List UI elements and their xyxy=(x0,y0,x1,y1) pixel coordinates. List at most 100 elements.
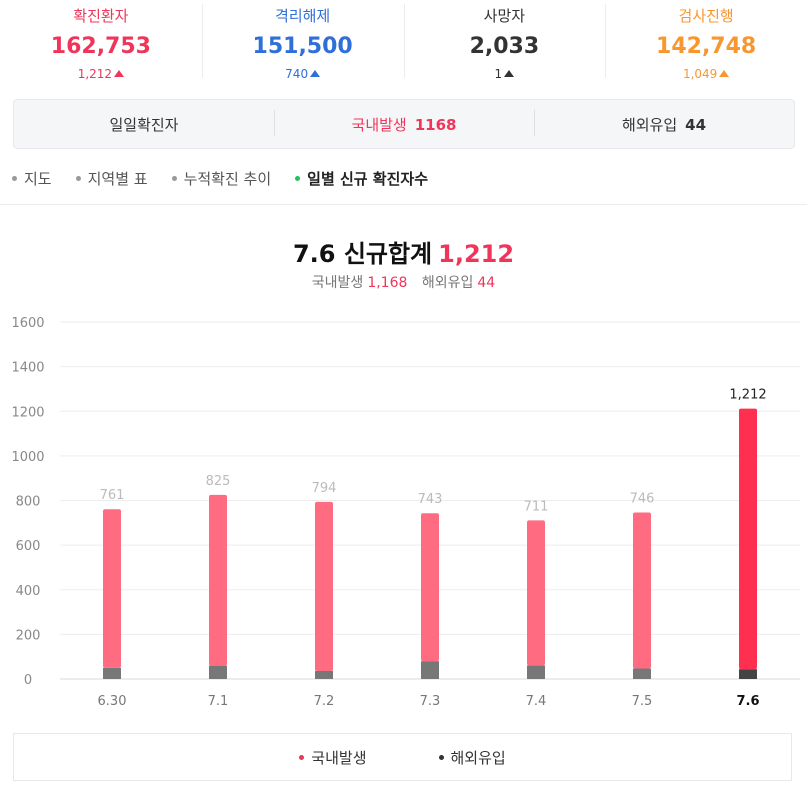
legend-overseas-label: 해외유입 xyxy=(450,748,506,767)
legend-dot-icon xyxy=(438,754,444,760)
daily-overseas-label: 해외유입 xyxy=(621,115,678,134)
chart-sub-domestic-label: 국내발생 xyxy=(311,275,364,291)
daily-domestic-value: 1168 xyxy=(414,115,457,134)
stat-deaths: 사망자 2,033 1 xyxy=(403,0,606,82)
bar-overseas xyxy=(633,668,651,679)
daily-domestic: 국내발생 1168 xyxy=(274,109,534,136)
stat-released-delta: 740 xyxy=(202,67,404,81)
data-label: 743 xyxy=(418,492,443,507)
bar-overseas xyxy=(421,661,439,679)
bar-overseas xyxy=(209,665,227,679)
up-arrow-icon xyxy=(310,70,321,77)
bar-domestic xyxy=(421,513,439,662)
chart-sub-overseas-label: 해외유입 xyxy=(421,275,474,291)
bullet-icon xyxy=(171,175,177,181)
stat-confirmed-delta-value: 1,212 xyxy=(77,67,113,81)
data-label: 746 xyxy=(630,492,655,507)
up-arrow-icon xyxy=(504,70,515,77)
y-tick-label: 1400 xyxy=(11,361,44,376)
stat-deaths-label: 사망자 xyxy=(483,7,526,25)
stat-confirmed: 확진환자 162,753 1,212 xyxy=(0,0,202,82)
tab-cumulative-trend[interactable]: 누적확진 추이 xyxy=(171,166,272,190)
stat-deaths-delta: 1 xyxy=(404,67,606,81)
bar-domestic xyxy=(739,408,757,670)
stat-deaths-delta-value: 1 xyxy=(494,67,503,81)
x-tick-label: 6.30 xyxy=(98,694,127,709)
chart-subtitle: 국내발생 1,168 해외유입 44 xyxy=(0,272,807,292)
summary-stats: 확진환자 162,753 1,212 격리해제 151,500 740 사망자 … xyxy=(0,0,807,82)
data-label: 794 xyxy=(312,481,337,496)
legend-dot-icon xyxy=(299,754,305,760)
daily-domestic-label: 국내발생 xyxy=(351,115,407,134)
y-tick-label: 600 xyxy=(16,539,41,554)
stat-confirmed-value: 162,753 xyxy=(50,34,151,59)
stat-confirmed-label: 확진환자 xyxy=(73,7,129,25)
bar-domestic xyxy=(209,494,227,666)
y-tick-label: 1000 xyxy=(11,450,44,465)
tab-daily-new-cases-label: 일별 신규 확진자수 xyxy=(307,169,429,188)
stat-testing-delta-value: 1,049 xyxy=(682,67,718,81)
daily-overseas-value: 44 xyxy=(685,115,707,134)
x-tick-label: 7.1 xyxy=(208,694,229,709)
up-arrow-icon xyxy=(719,70,730,77)
legend-item-domestic[interactable]: 국내발생 xyxy=(299,747,367,768)
bullet-icon xyxy=(295,175,301,181)
chart-sub-domestic-value: 1,168 xyxy=(367,275,408,291)
tab-daily-new-cases[interactable]: 일별 신규 확진자수 xyxy=(295,166,428,190)
bar-overseas xyxy=(527,665,545,679)
stat-released-value: 151,500 xyxy=(252,34,353,59)
daily-overseas: 해외유입 44 xyxy=(534,109,794,136)
chart-title-text: 신규합계 xyxy=(343,240,433,268)
stat-deaths-value: 2,033 xyxy=(469,34,540,59)
y-tick-label: 0 xyxy=(24,673,32,688)
tab-region-table-label: 지역별 표 xyxy=(87,169,148,188)
up-arrow-icon xyxy=(114,70,125,77)
y-tick-label: 1200 xyxy=(11,405,44,420)
x-tick-label: 7.6 xyxy=(736,694,759,709)
stat-released: 격리해제 151,500 740 xyxy=(201,0,404,82)
y-tick-label: 800 xyxy=(16,495,41,510)
chart-legend: 국내발생 해외유입 xyxy=(13,733,792,781)
x-tick-label: 7.4 xyxy=(526,694,547,709)
x-tick-label: 7.5 xyxy=(632,694,653,709)
tab-cumulative-trend-label: 누적확진 추이 xyxy=(183,169,272,188)
data-label: 711 xyxy=(524,499,549,514)
chart-title-date: 7.6 xyxy=(292,240,336,268)
daily-confirmed-box: 일일확진자 국내발생 1168 해외유입 44 xyxy=(13,99,795,149)
bullet-icon xyxy=(75,175,81,181)
bullet-icon xyxy=(12,175,17,181)
legend-domestic-label: 국내발생 xyxy=(311,748,367,767)
daily-confirmed-label: 일일확진자 xyxy=(109,115,179,134)
legend-item-overseas[interactable]: 해외유입 xyxy=(438,747,506,768)
stat-confirmed-delta: 1,212 xyxy=(0,67,202,81)
view-tabs: 지도 지역별 표 누적확진 추이 일별 신규 확진자수 xyxy=(12,166,452,190)
bar-domestic xyxy=(315,501,333,671)
bar-overseas xyxy=(315,670,333,679)
stat-released-label: 격리해제 xyxy=(275,7,331,25)
y-tick-label: 400 xyxy=(16,584,41,599)
bar-domestic xyxy=(527,520,545,666)
chart-sub-overseas-value: 44 xyxy=(477,275,496,291)
tab-map-label: 지도 xyxy=(24,169,52,188)
data-label: 1,212 xyxy=(729,388,766,403)
bar-domestic xyxy=(633,512,651,669)
x-tick-label: 7.3 xyxy=(420,694,441,709)
data-label: 761 xyxy=(100,488,125,503)
data-label: 825 xyxy=(206,474,231,489)
y-tick-label: 200 xyxy=(16,628,41,643)
bar-domestic xyxy=(103,509,121,668)
bar-overseas xyxy=(739,669,757,679)
y-tick-label: 1600 xyxy=(11,316,44,331)
stat-released-delta-value: 740 xyxy=(285,67,309,81)
stat-testing-value: 142,748 xyxy=(656,34,757,59)
tab-region-table[interactable]: 지역별 표 xyxy=(75,166,148,190)
x-tick-label: 7.2 xyxy=(314,694,335,709)
tab-map[interactable]: 지도 xyxy=(12,166,52,190)
divider xyxy=(0,204,807,205)
bar-overseas xyxy=(103,667,121,679)
chart-title: 7.6 신규합계 1,212 xyxy=(0,234,807,269)
chart-title-total: 1,212 xyxy=(438,240,515,268)
daily-cases-chart: 0 200 400 600 800 1000 1200 1400 1600 761 6.30 825 7… xyxy=(11,316,800,709)
stat-testing-delta: 1,049 xyxy=(605,67,807,81)
stat-testing-label: 검사진행 xyxy=(678,7,734,25)
